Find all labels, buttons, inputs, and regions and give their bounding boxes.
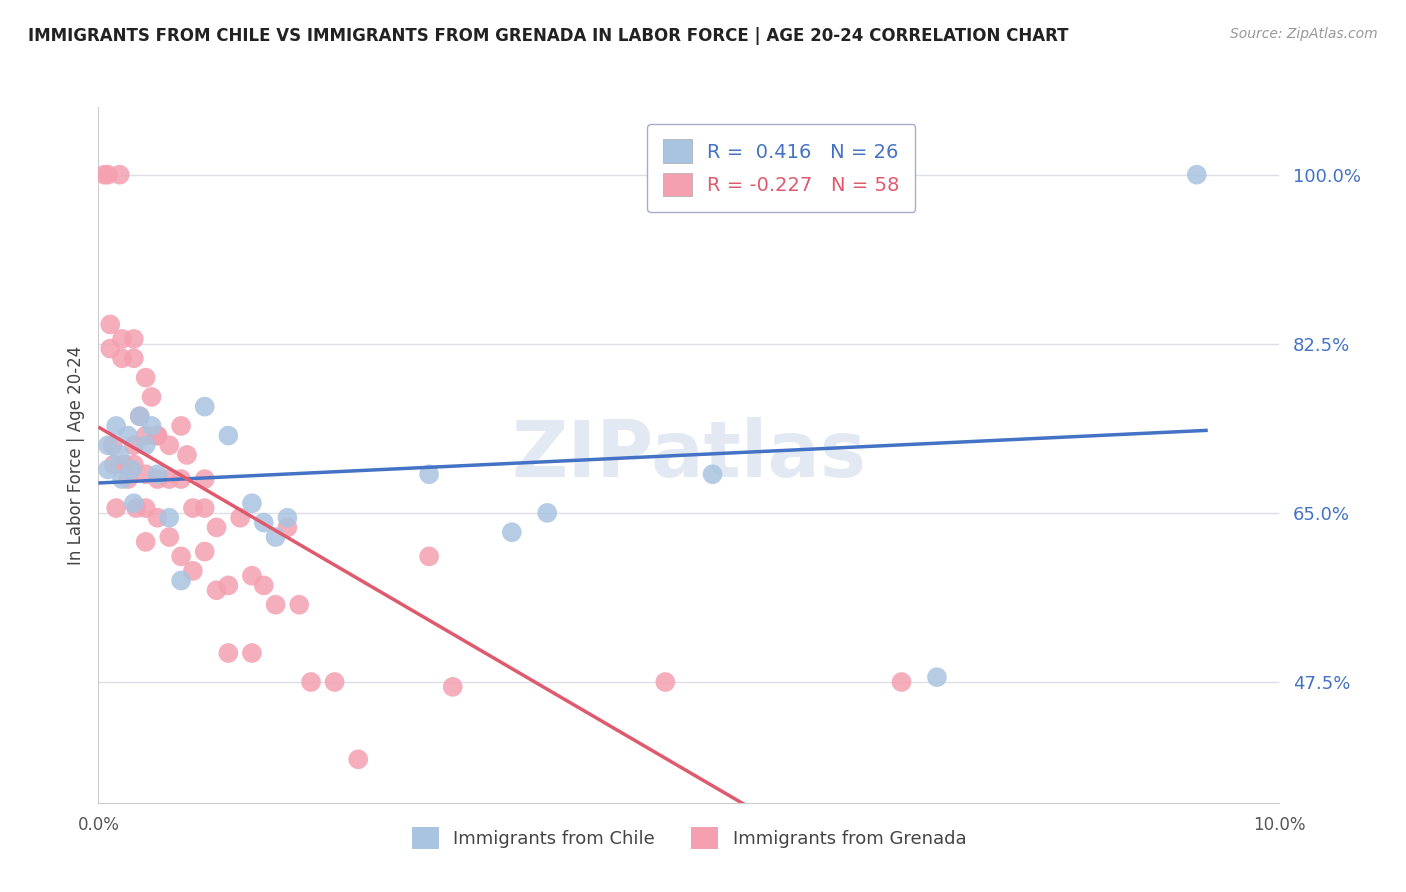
Point [111,332,134,346]
Point [217,578,239,592]
Point [536,506,558,520]
Point [264,530,287,544]
Point [194,472,217,486]
Point [418,467,440,482]
Point [135,438,157,452]
Point [205,520,228,534]
Point [108,168,131,182]
Point [264,598,287,612]
Point [108,448,131,462]
Point [135,370,157,384]
Point [170,419,193,434]
Point [347,752,370,766]
Point [253,516,276,530]
Point [146,510,169,524]
Point [205,583,228,598]
Point [105,419,128,434]
Y-axis label: In Labor Force | Age 20-24: In Labor Force | Age 20-24 [66,345,84,565]
Text: IMMIGRANTS FROM CHILE VS IMMIGRANTS FROM GRENADA IN LABOR FORCE | AGE 20-24 CORR: IMMIGRANTS FROM CHILE VS IMMIGRANTS FROM… [28,27,1069,45]
Point [217,646,239,660]
Point [135,428,157,442]
Point [157,472,180,486]
Point [276,520,298,534]
Point [157,510,180,524]
Point [117,472,139,486]
Point [135,467,157,482]
Point [702,467,724,482]
Point [288,598,311,612]
Point [194,501,217,516]
Point [240,646,263,660]
Point [125,501,148,516]
Point [170,472,193,486]
Point [418,549,440,564]
Point [122,496,145,510]
Text: Source: ZipAtlas.com: Source: ZipAtlas.com [1230,27,1378,41]
Point [103,458,125,472]
Point [105,501,128,516]
Point [111,351,134,366]
Point [157,438,180,452]
Point [128,409,150,424]
Point [276,510,298,524]
Point [240,496,263,510]
Point [97,168,120,182]
Point [323,675,346,690]
Point [501,525,523,540]
Point [111,472,134,486]
Legend: Immigrants from Chile, Immigrants from Grenada: Immigrants from Chile, Immigrants from G… [405,820,973,856]
Point [194,544,217,558]
Point [181,564,204,578]
Point [135,534,157,549]
Point [122,458,145,472]
Point [1185,168,1208,182]
Point [229,510,252,524]
Point [141,390,163,404]
Point [98,342,121,356]
Point [121,462,143,476]
Point [97,438,120,452]
Point [146,467,169,482]
Point [299,675,322,690]
Point [135,501,157,516]
Point [441,680,464,694]
Point [194,400,217,414]
Point [122,351,145,366]
Point [176,448,198,462]
Point [146,472,169,486]
Point [217,428,239,442]
Point [117,428,139,442]
Point [97,462,120,476]
Point [146,428,169,442]
Point [141,419,163,434]
Point [654,675,676,690]
Point [181,501,204,516]
Point [157,530,180,544]
Point [122,438,145,452]
Point [98,318,121,332]
Point [128,409,150,424]
Point [240,568,263,582]
Point [93,168,115,182]
Point [925,670,948,684]
Point [253,578,276,592]
Text: ZIPatlas: ZIPatlas [512,417,866,493]
Point [101,438,124,452]
Point [112,458,135,472]
Point [170,574,193,588]
Point [170,549,193,564]
Point [890,675,912,690]
Point [122,332,145,346]
Point [146,428,169,442]
